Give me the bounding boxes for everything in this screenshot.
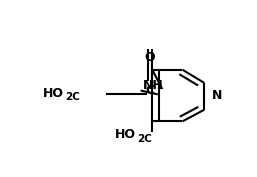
Text: NH: NH <box>143 79 164 92</box>
Text: N: N <box>212 89 222 102</box>
Text: HO: HO <box>115 128 136 141</box>
Text: HO: HO <box>43 87 64 100</box>
Text: 2C: 2C <box>66 92 80 102</box>
Text: 2C: 2C <box>137 134 152 144</box>
Text: C: C <box>145 84 154 97</box>
Text: O: O <box>145 51 155 64</box>
